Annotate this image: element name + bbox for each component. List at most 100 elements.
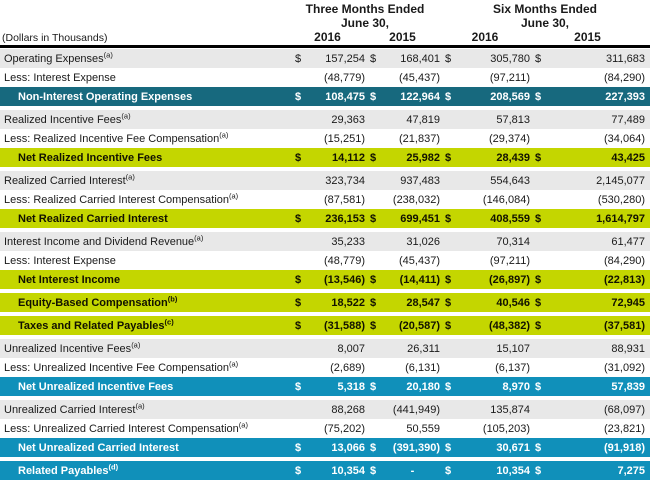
dollar-sign: $ xyxy=(445,441,452,454)
value-cell: 31,026 xyxy=(406,235,440,248)
value-cell: (6,131) xyxy=(405,361,440,374)
value-cell: 72,945 xyxy=(611,296,645,309)
row-label: Less: Interest Expense xyxy=(4,71,116,84)
footnote-marker: (a) xyxy=(229,190,239,200)
dollar-sign: $ xyxy=(445,151,452,164)
dollar-sign: $ xyxy=(535,90,542,103)
value-cell: 15,107 xyxy=(496,342,530,355)
footnote-marker: (a) xyxy=(131,339,141,349)
dollar-sign: $ xyxy=(445,52,452,65)
value-cell: (48,779) xyxy=(324,254,365,267)
value-cell: 50,559 xyxy=(406,422,440,435)
dollar-sign: $ xyxy=(370,90,377,103)
footnote-marker: (a) xyxy=(135,400,145,410)
dollar-sign: $ xyxy=(295,212,302,225)
row-label: Less: Unrealized Incentive Fee Compensat… xyxy=(4,358,239,374)
value-cell: (84,290) xyxy=(604,254,645,267)
value-cell: 937,483 xyxy=(400,174,440,187)
value-cell: - xyxy=(410,464,415,477)
dollar-sign: $ xyxy=(370,441,377,454)
row-label: Operating Expenses(a) xyxy=(4,49,113,65)
value-cell: (22,813) xyxy=(604,273,645,286)
table-row: Interest Income and Dividend Revenue(a) … xyxy=(0,232,650,251)
value-cell: 1,614,797 xyxy=(596,212,645,225)
year-column-header: 2016 xyxy=(471,30,499,44)
row-label: Realized Carried Interest(a) xyxy=(4,171,135,187)
row-label: Less: Realized Incentive Fee Compensatio… xyxy=(4,129,229,145)
value-cell: (105,203) xyxy=(482,422,530,435)
value-cell: 311,683 xyxy=(606,52,645,65)
table-row: Related Payables(d) $ 10,354 $ - $ 10,35… xyxy=(0,461,650,480)
table-row: Realized Incentive Fees(a) 29,363 47,819… xyxy=(0,110,650,129)
row-label: Related Payables(d) xyxy=(18,461,119,477)
value-cell: 699,451 xyxy=(400,212,440,225)
dollar-sign: $ xyxy=(295,52,302,65)
footnote-marker: (a) xyxy=(238,419,248,429)
value-cell: 30,671 xyxy=(496,441,530,454)
row-label: Net Realized Carried Interest xyxy=(18,212,168,225)
row-label: Equity-Based Compensation(b) xyxy=(18,293,178,309)
table-row: Operating Expenses(a) $ 157,254 $ 168,40… xyxy=(0,49,650,68)
dollar-sign: $ xyxy=(295,464,302,477)
dollar-sign: $ xyxy=(295,296,302,309)
dollar-sign: $ xyxy=(445,296,452,309)
value-cell: (13,546) xyxy=(324,273,365,286)
period-subtitle: June 30, xyxy=(520,16,570,30)
period-subtitle: June 30, xyxy=(340,16,390,30)
table-row: Less: Realized Carried Interest Compensa… xyxy=(0,190,650,209)
table-row: Unrealized Carried Interest(a) 88,268 (4… xyxy=(0,400,650,419)
value-cell: (34,064) xyxy=(604,132,645,145)
value-cell: (31,092) xyxy=(604,361,645,374)
value-cell: (91,918) xyxy=(604,441,645,454)
dollar-sign: $ xyxy=(535,151,542,164)
dollar-sign: $ xyxy=(445,464,452,477)
footnote-marker: (b) xyxy=(167,293,178,303)
value-cell: (48,382) xyxy=(489,319,530,332)
value-cell: (238,032) xyxy=(392,193,440,206)
dollar-sign: $ xyxy=(295,380,302,393)
dollar-sign: $ xyxy=(370,151,377,164)
table-row: Non-Interest Operating Expenses $ 108,47… xyxy=(0,87,650,106)
value-cell: 554,643 xyxy=(490,174,530,187)
row-gap xyxy=(0,312,650,316)
value-cell: 29,363 xyxy=(331,113,365,126)
value-cell: 168,401 xyxy=(400,52,440,65)
dollar-sign: $ xyxy=(535,296,542,309)
row-label: Realized Incentive Fees(a) xyxy=(4,110,131,126)
value-cell: (97,211) xyxy=(489,71,530,84)
table-row: Net Realized Incentive Fees $ 14,112 $ 2… xyxy=(0,148,650,167)
value-cell: (45,437) xyxy=(399,254,440,267)
value-cell: (20,587) xyxy=(399,319,440,332)
value-cell: (441,949) xyxy=(392,403,440,416)
value-cell: (2,689) xyxy=(330,361,365,374)
value-cell: 408,559 xyxy=(490,212,530,225)
value-cell: 43,425 xyxy=(611,151,645,164)
dollar-sign: $ xyxy=(370,464,377,477)
value-cell: 47,819 xyxy=(406,113,440,126)
value-cell: (97,211) xyxy=(489,254,530,267)
dollar-sign: $ xyxy=(370,319,377,332)
value-cell: 227,393 xyxy=(605,90,645,103)
footnote-marker: (a) xyxy=(103,49,113,59)
table-row: Less: Realized Incentive Fee Compensatio… xyxy=(0,129,650,148)
dollar-sign: $ xyxy=(370,273,377,286)
footnote-marker: (c) xyxy=(164,316,174,326)
row-gap xyxy=(0,396,650,400)
dollar-sign: $ xyxy=(535,464,542,477)
row-gap xyxy=(0,228,650,232)
value-cell: (26,897) xyxy=(489,273,530,286)
value-cell: 236,153 xyxy=(325,212,365,225)
value-cell: (23,821) xyxy=(604,422,645,435)
value-cell: 108,475 xyxy=(325,90,365,103)
value-cell: 28,547 xyxy=(406,296,440,309)
value-cell: 157,254 xyxy=(325,52,365,65)
dollar-sign: $ xyxy=(445,319,452,332)
value-cell: 8,970 xyxy=(502,380,530,393)
table-row: Less: Interest Expense (48,779) (45,437)… xyxy=(0,251,650,270)
row-label: Less: Interest Expense xyxy=(4,254,116,267)
table-row: Less: Unrealized Carried Interest Compen… xyxy=(0,419,650,438)
row-label: Net Unrealized Incentive Fees xyxy=(18,380,174,393)
value-cell: 28,439 xyxy=(496,151,530,164)
footnote-marker: (a) xyxy=(121,110,131,120)
